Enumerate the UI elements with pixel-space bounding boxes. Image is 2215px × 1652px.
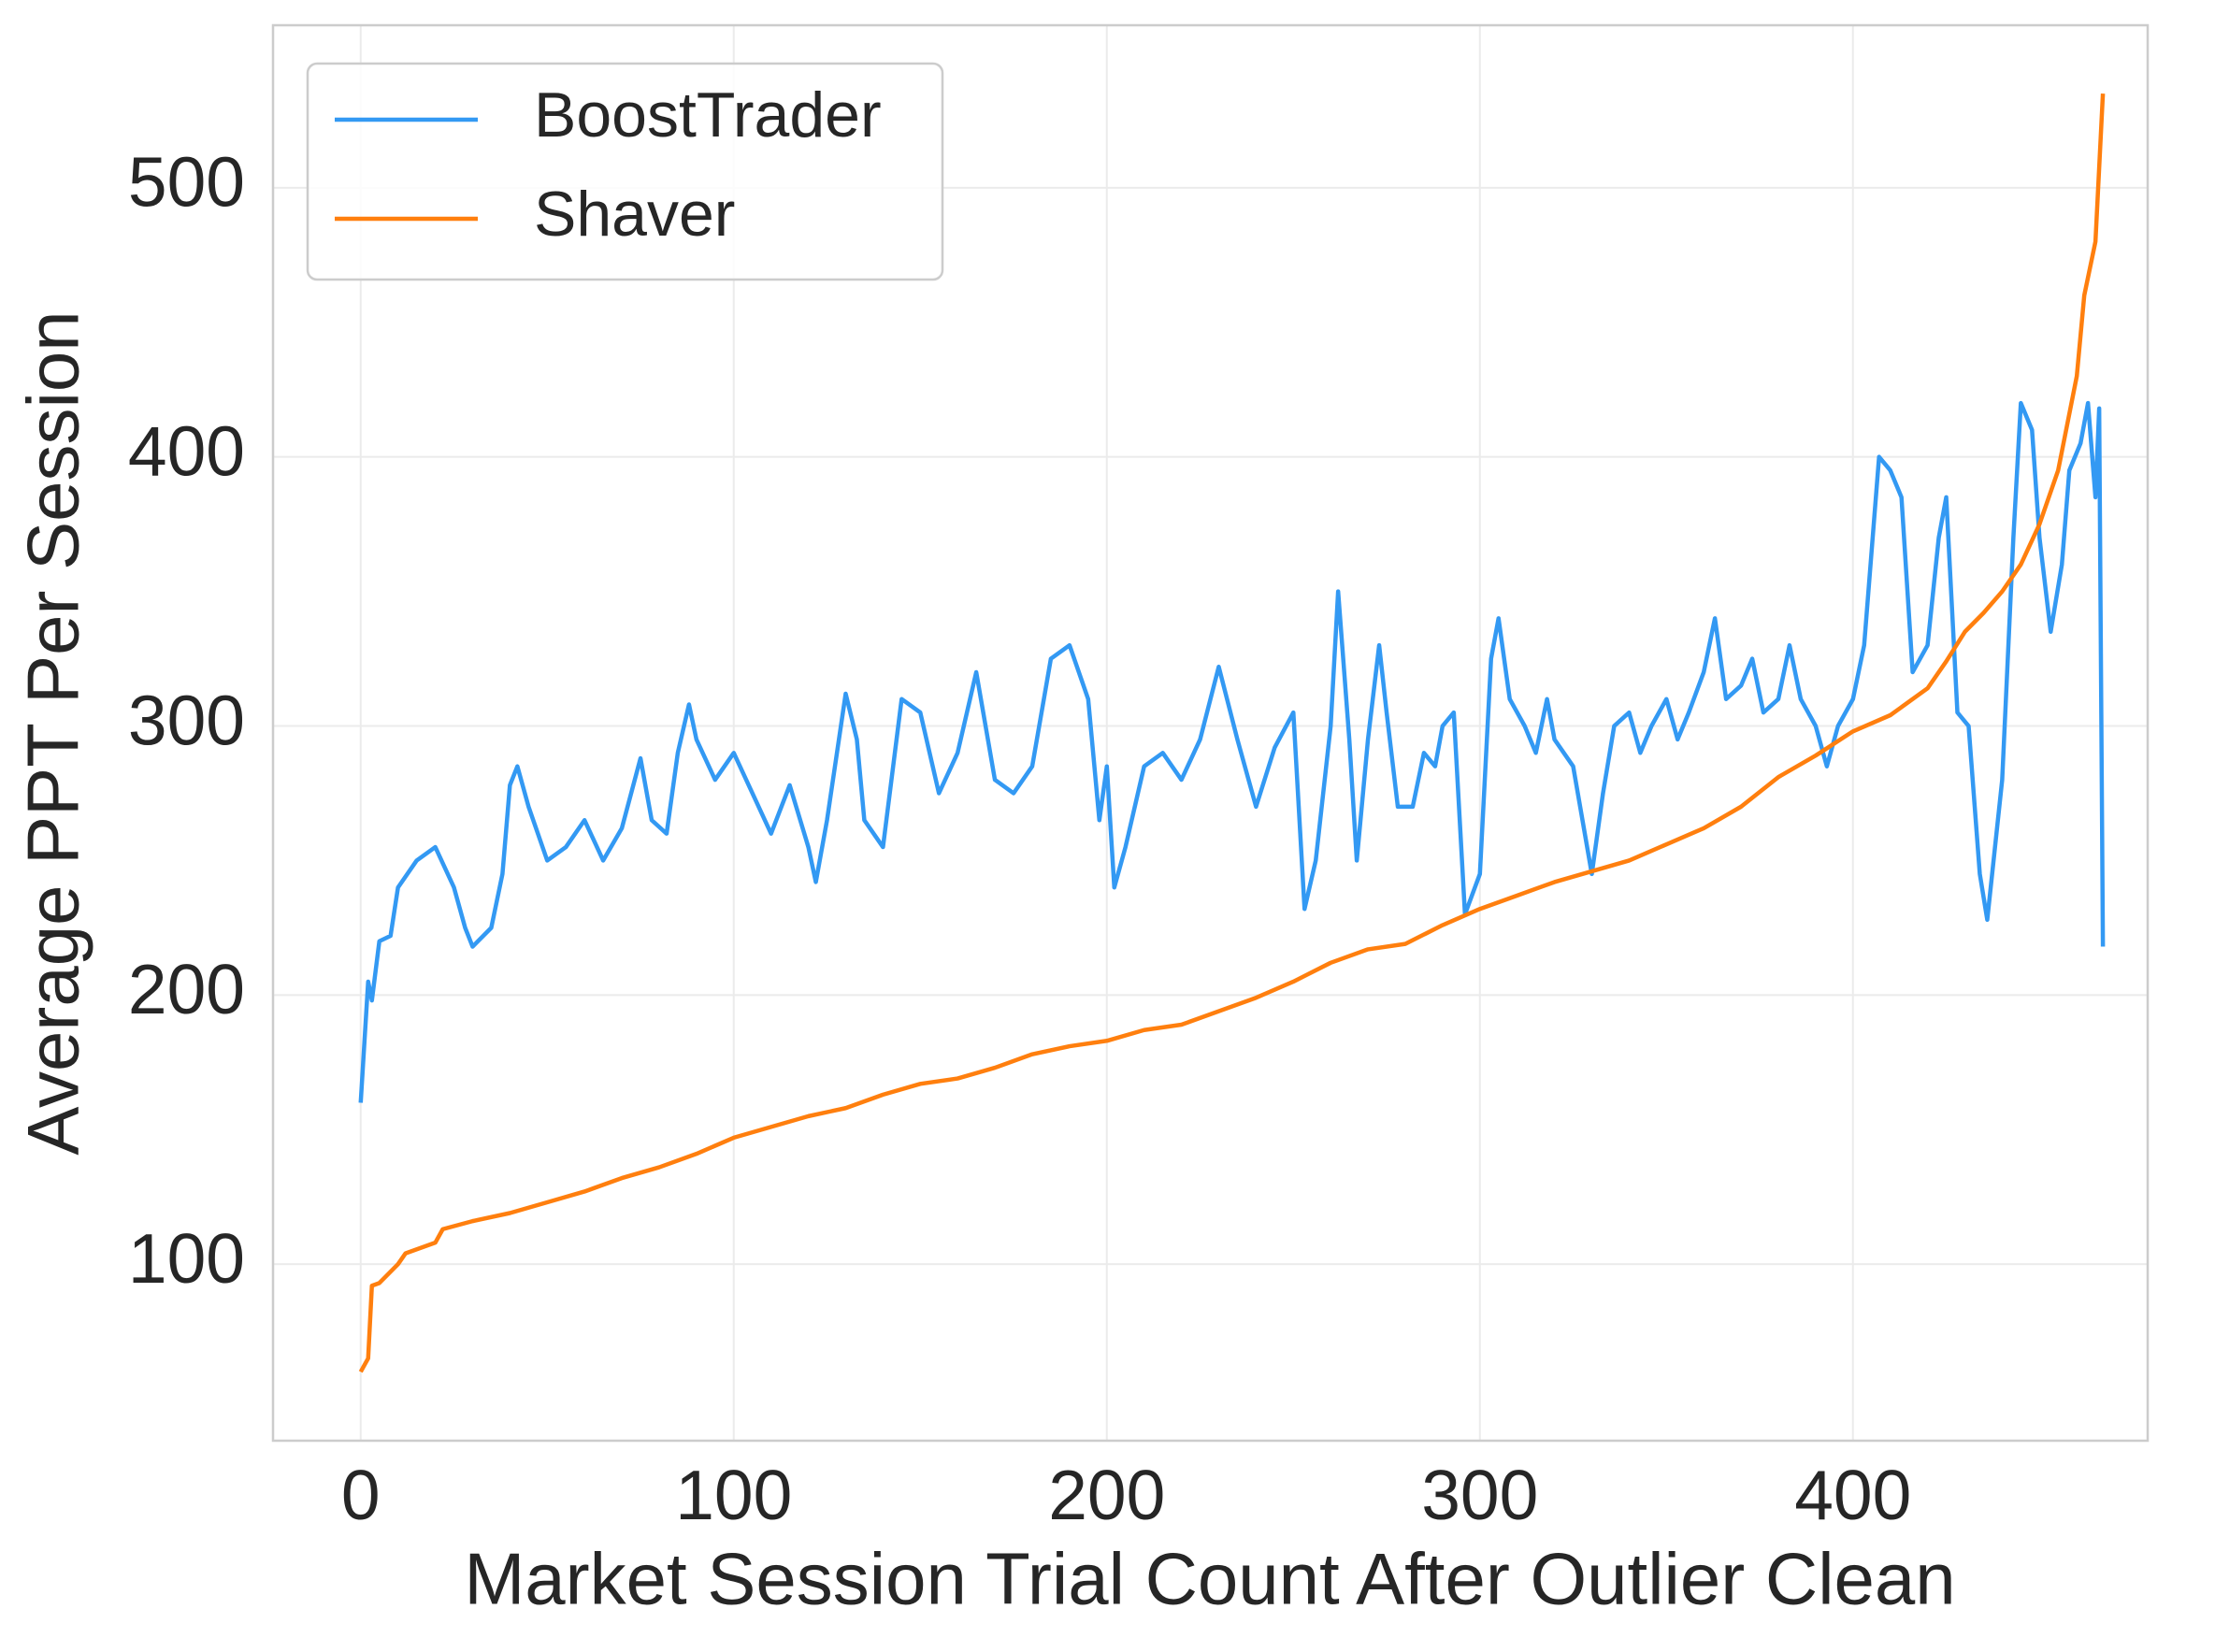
x-tick-label: 200 — [1048, 1456, 1165, 1534]
x-axis-label: Market Session Trial Count After Outlier… — [464, 1538, 1955, 1620]
x-tick-label: 300 — [1421, 1456, 1538, 1534]
x-tick-label: 100 — [675, 1456, 792, 1534]
x-tick-label: 0 — [341, 1456, 381, 1534]
y-tick-label: 100 — [128, 1219, 245, 1298]
legend: BoostTrader Shaver — [306, 62, 944, 281]
legend-label: Shaver — [534, 179, 735, 250]
series-line — [358, 400, 2106, 1103]
y-tick-label: 200 — [128, 950, 245, 1028]
y-axis-label: Average PPT Per Session — [12, 310, 94, 1155]
lines — [358, 93, 2106, 1373]
y-tick-label: 300 — [128, 681, 245, 759]
y-tick-label: 500 — [128, 143, 245, 222]
x-tick-label: 400 — [1794, 1456, 1911, 1534]
series-line — [358, 93, 2106, 1373]
legend-label: BoostTrader — [534, 79, 882, 151]
y-tick-label: 400 — [128, 411, 245, 490]
plot-frame — [271, 23, 2150, 1443]
